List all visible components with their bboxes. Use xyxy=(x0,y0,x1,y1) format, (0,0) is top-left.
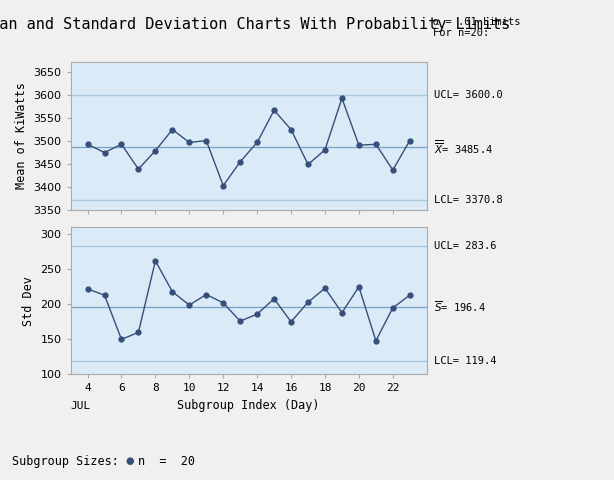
Text: Subgroup Sizes:: Subgroup Sizes: xyxy=(12,455,119,468)
Text: Mean and Standard Deviation Charts With Probability Limits: Mean and Standard Deviation Charts With … xyxy=(0,17,510,32)
Text: n  =  20: n = 20 xyxy=(138,455,195,468)
Y-axis label: Std Dev: Std Dev xyxy=(22,276,35,326)
Text: LCL= 3370.8: LCL= 3370.8 xyxy=(434,195,503,205)
Text: $\overline{S}$= 196.4: $\overline{S}$= 196.4 xyxy=(434,300,486,314)
Text: α = .01 Limits
For n=20:: α = .01 Limits For n=20: xyxy=(433,17,521,38)
Text: LCL= 119.4: LCL= 119.4 xyxy=(434,356,497,366)
Text: ●: ● xyxy=(126,456,134,466)
Text: $\overline{\overline{X}}$= 3485.4: $\overline{\overline{X}}$= 3485.4 xyxy=(434,139,493,156)
X-axis label: Subgroup Index (Day): Subgroup Index (Day) xyxy=(177,399,320,412)
Text: UCL= 3600.0: UCL= 3600.0 xyxy=(434,90,503,99)
Y-axis label: Mean of KiWatts: Mean of KiWatts xyxy=(15,83,28,190)
Text: UCL= 283.6: UCL= 283.6 xyxy=(434,241,497,251)
Text: JUL: JUL xyxy=(71,401,91,411)
